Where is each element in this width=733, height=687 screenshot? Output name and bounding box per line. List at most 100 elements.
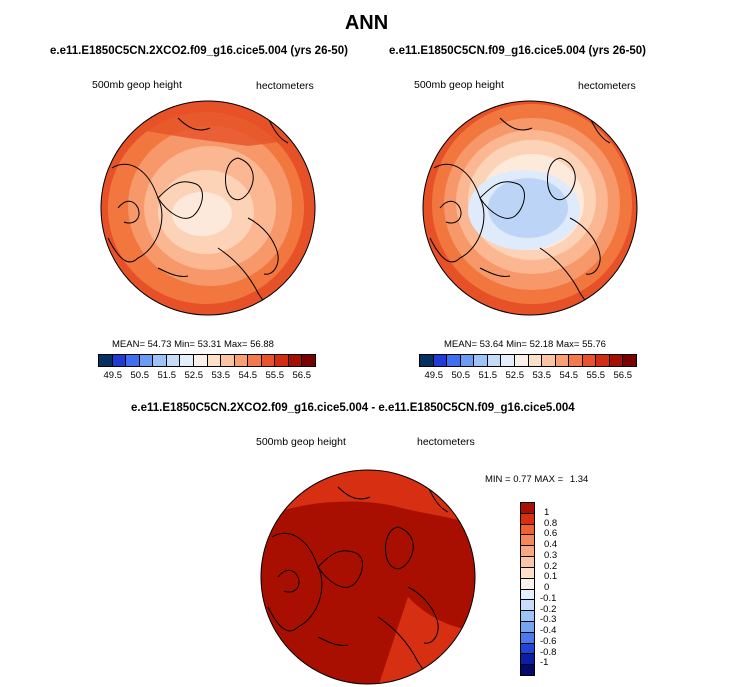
panel-1-variable-label: 500mb geop height xyxy=(92,79,182,91)
colorbar-swatch xyxy=(460,355,475,366)
colorbar-swatch xyxy=(248,355,262,366)
colorbar-swatch xyxy=(501,355,515,366)
colorbar-swatch xyxy=(302,355,315,366)
colorbar-swatch xyxy=(447,355,461,366)
difference-colorbar-ticks: 1 0.8 0.6 0.4 0.3 0.2 0.1 0 -0.1 -0.2 -0.3 -0.4 -0.6… xyxy=(540,502,580,674)
colorbar-tick-label: 49.5 xyxy=(424,370,444,381)
panel-1-max-value: 56.88 xyxy=(250,339,274,350)
colorbar-swatch xyxy=(193,355,208,366)
colorbar-swatch xyxy=(166,355,181,366)
colorbar-tick-label: -0.3 xyxy=(540,614,557,626)
difference-stats: MIN = 0.77 MAX = 1.34 xyxy=(485,474,588,485)
difference-max-label: MAX = xyxy=(534,474,564,485)
panel-1-case-title: e.e11.E1850C5CN.2XCO2.f09_g16.cice5.004 … xyxy=(50,45,348,57)
panel-1-units-label: hectometers xyxy=(256,80,314,92)
panel-2-max-value: 55.76 xyxy=(582,339,606,350)
panel-1-min-value: 53.31 xyxy=(197,339,222,350)
colorbar-swatch xyxy=(542,355,556,366)
colorbar-swatch xyxy=(521,567,534,579)
colorbar-swatch xyxy=(521,589,534,601)
colorbar-tick-label: 53.5 xyxy=(211,370,231,381)
panel-2-mean-value: 53.64 xyxy=(479,339,504,350)
colorbar-tick-label: 51.5 xyxy=(157,370,177,381)
colorbar-swatch xyxy=(433,355,448,366)
colorbar-swatch xyxy=(528,355,543,366)
panel-2-max-label: Max= xyxy=(555,339,580,350)
colorbar-swatch xyxy=(521,600,534,612)
colorbar-swatch xyxy=(521,643,534,655)
colorbar-swatch xyxy=(521,665,534,675)
panel-2-min-label: Min= xyxy=(506,339,527,350)
colorbar-tick-label: 51.5 xyxy=(478,370,498,381)
colorbar-tick-label: 56.5 xyxy=(292,370,312,381)
colorbar-tick-label: -0.1 xyxy=(540,592,557,604)
colorbar-swatch xyxy=(221,355,235,366)
colorbar-swatch xyxy=(275,355,289,366)
colorbar-swatch xyxy=(153,355,167,366)
colorbar-tick-label: -1 xyxy=(540,657,549,669)
difference-min-label: MIN = xyxy=(485,474,511,485)
colorbar-tick-label: 53.5 xyxy=(532,370,552,381)
colorbar-tick-label: -0.6 xyxy=(540,635,557,647)
panel-1-colorbar-ticks: 49.5 50.5 51.5 52.5 53.5 54.5 55.5 56.5 xyxy=(98,370,314,382)
panel-2-colorbar-ticks: 49.5 50.5 51.5 52.5 53.5 54.5 55.5 56.5 xyxy=(419,370,635,382)
difference-variable-label: 500mb geop height xyxy=(256,436,346,448)
panel-2-mean-label: MEAN= xyxy=(444,339,477,350)
difference-units-label: hectometers xyxy=(417,436,475,448)
colorbar-tick-label: 49.5 xyxy=(103,370,123,381)
difference-min-value: 0.77 xyxy=(513,474,532,485)
colorbar-swatch xyxy=(207,355,222,366)
colorbar-tick-label: -0.8 xyxy=(540,646,557,658)
colorbar-swatch xyxy=(180,355,194,366)
colorbar-swatch xyxy=(596,355,610,366)
colorbar-swatch xyxy=(555,355,570,366)
colorbar-swatch xyxy=(521,611,534,622)
colorbar-swatch xyxy=(514,355,529,366)
colorbar-swatch xyxy=(521,546,534,558)
colorbar-tick-label: 52.5 xyxy=(505,370,525,381)
colorbar-tick-label: 50.5 xyxy=(130,370,150,381)
colorbar-tick-label: 54.5 xyxy=(559,370,579,381)
panel-1-mean-value: 54.73 xyxy=(147,339,172,350)
panel-1-polar-map xyxy=(100,100,316,316)
colorbar-swatch xyxy=(521,654,534,666)
colorbar-swatch xyxy=(474,355,488,366)
colorbar-swatch xyxy=(420,355,434,366)
colorbar-tick-label: 55.5 xyxy=(265,370,285,381)
colorbar-swatch xyxy=(521,535,534,547)
colorbar-swatch xyxy=(261,355,276,366)
panel-2-min-value: 52.18 xyxy=(529,339,554,350)
panel-1-mean-label: MEAN= xyxy=(112,339,145,350)
colorbar-swatch xyxy=(234,355,249,366)
colorbar-tick-label: 0 xyxy=(544,582,550,593)
panel-2-case-title: e.e11.E1850C5CN.f09_g16.cice5.004 (yrs 2… xyxy=(389,45,647,57)
colorbar-tick-label: 52.5 xyxy=(184,370,204,381)
difference-polar-map xyxy=(260,469,476,685)
colorbar-tick-label: 0.1 xyxy=(544,571,558,583)
colorbar-tick-label: 0.8 xyxy=(544,517,558,529)
panel-2-units-label: hectometers xyxy=(578,80,636,92)
colorbar-tick-label: 55.5 xyxy=(586,370,606,381)
colorbar-tick-label: 0.4 xyxy=(544,539,558,550)
colorbar-tick-label: 54.5 xyxy=(238,370,258,381)
difference-max-value: 1.34 xyxy=(569,474,589,485)
colorbar-tick-label: -0.4 xyxy=(540,625,557,636)
difference-title: e.e11.E1850C5CN.2XCO2.f09_g16.cice5.004 … xyxy=(131,402,575,414)
panel-2-stats: MEAN= 53.64 Min= 52.18 Max= 55.76 xyxy=(444,339,606,350)
colorbar-swatch xyxy=(288,355,303,366)
colorbar-tick-label: 50.5 xyxy=(451,370,471,381)
panel-1-min-label: Min= xyxy=(174,339,195,350)
colorbar-swatch xyxy=(487,355,502,366)
panel-2-variable-label: 500mb geop height xyxy=(414,79,504,91)
colorbar-swatch xyxy=(521,513,534,525)
colorbar-swatch xyxy=(521,632,534,644)
panel-1-colorbar xyxy=(98,354,316,367)
colorbar-swatch xyxy=(521,578,534,590)
colorbar-swatch xyxy=(139,355,154,366)
panel-1-max-label: Max= xyxy=(223,339,248,350)
colorbar-swatch xyxy=(521,621,534,633)
figure-title: ANN xyxy=(344,12,389,34)
colorbar-tick-label: 0.2 xyxy=(544,560,558,572)
colorbar-swatch xyxy=(609,355,624,366)
colorbar-swatch xyxy=(582,355,597,366)
